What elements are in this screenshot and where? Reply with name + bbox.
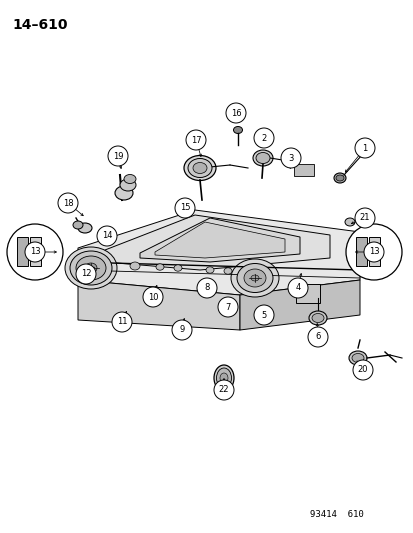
Circle shape [280,148,300,168]
Ellipse shape [73,221,83,229]
Ellipse shape [308,311,326,325]
Ellipse shape [230,259,278,297]
Ellipse shape [219,373,228,383]
Ellipse shape [255,152,269,164]
FancyBboxPatch shape [355,237,366,266]
Text: 5: 5 [261,311,266,319]
Text: 16: 16 [230,109,241,117]
Ellipse shape [130,262,140,270]
Circle shape [142,287,163,307]
Ellipse shape [214,365,233,391]
Text: 17: 17 [190,135,201,144]
Circle shape [354,208,374,228]
Ellipse shape [183,156,216,181]
Text: 3: 3 [287,154,293,163]
Text: 13: 13 [368,247,378,256]
Text: 8: 8 [204,284,209,293]
Ellipse shape [173,265,182,271]
Circle shape [108,146,128,166]
FancyBboxPatch shape [30,237,41,266]
Circle shape [97,226,117,246]
Circle shape [58,193,78,213]
FancyBboxPatch shape [17,237,28,266]
Circle shape [363,242,383,262]
Circle shape [171,320,192,340]
Ellipse shape [188,158,211,177]
Ellipse shape [333,173,345,183]
Polygon shape [140,218,299,262]
Circle shape [345,224,401,280]
Circle shape [352,360,372,380]
Polygon shape [240,280,359,330]
Text: 4: 4 [294,284,300,293]
Text: 2: 2 [261,133,266,142]
Ellipse shape [76,256,106,280]
Ellipse shape [236,263,272,293]
Text: 1: 1 [361,143,367,152]
Ellipse shape [243,269,266,287]
Circle shape [218,297,237,317]
FancyBboxPatch shape [295,284,319,303]
Circle shape [25,242,45,262]
Ellipse shape [250,275,259,281]
Text: 18: 18 [62,198,73,207]
Text: 19: 19 [112,151,123,160]
Circle shape [254,305,273,325]
Ellipse shape [335,175,343,181]
Text: 9: 9 [179,326,184,335]
Text: 10: 10 [147,293,158,302]
Text: 20: 20 [357,366,367,375]
Ellipse shape [311,313,323,322]
Circle shape [76,264,96,284]
Circle shape [7,224,63,280]
Text: 12: 12 [81,270,91,279]
Ellipse shape [348,351,366,365]
Ellipse shape [85,263,97,273]
Text: 13: 13 [30,247,40,256]
Polygon shape [154,222,284,258]
Text: 6: 6 [315,333,320,342]
Ellipse shape [351,353,363,362]
Ellipse shape [206,267,214,273]
Circle shape [225,103,245,123]
Polygon shape [78,210,359,295]
Circle shape [185,130,206,150]
Polygon shape [105,215,329,270]
Circle shape [354,138,374,158]
Text: 21: 21 [359,214,369,222]
Text: 15: 15 [179,204,190,213]
Circle shape [175,198,195,218]
Ellipse shape [216,368,231,388]
Text: 7: 7 [225,303,230,311]
Ellipse shape [192,163,206,174]
Text: 93414  610: 93414 610 [309,510,363,519]
Text: 11: 11 [116,318,127,327]
Circle shape [197,278,216,298]
FancyBboxPatch shape [368,237,379,266]
Ellipse shape [124,174,136,183]
Ellipse shape [344,218,354,226]
Text: 22: 22 [218,385,229,394]
Text: 14: 14 [102,231,112,240]
Ellipse shape [65,247,117,289]
Circle shape [214,380,233,400]
Ellipse shape [70,251,112,285]
Ellipse shape [223,268,231,274]
Ellipse shape [120,179,136,191]
Text: 14–610: 14–610 [12,18,67,32]
Ellipse shape [233,126,242,133]
Circle shape [254,128,273,148]
Polygon shape [78,280,240,330]
Circle shape [112,312,132,332]
Ellipse shape [252,150,272,166]
Ellipse shape [115,186,133,200]
Circle shape [307,327,327,347]
FancyBboxPatch shape [293,164,313,176]
Circle shape [287,278,307,298]
Ellipse shape [156,264,164,270]
Ellipse shape [78,223,92,233]
